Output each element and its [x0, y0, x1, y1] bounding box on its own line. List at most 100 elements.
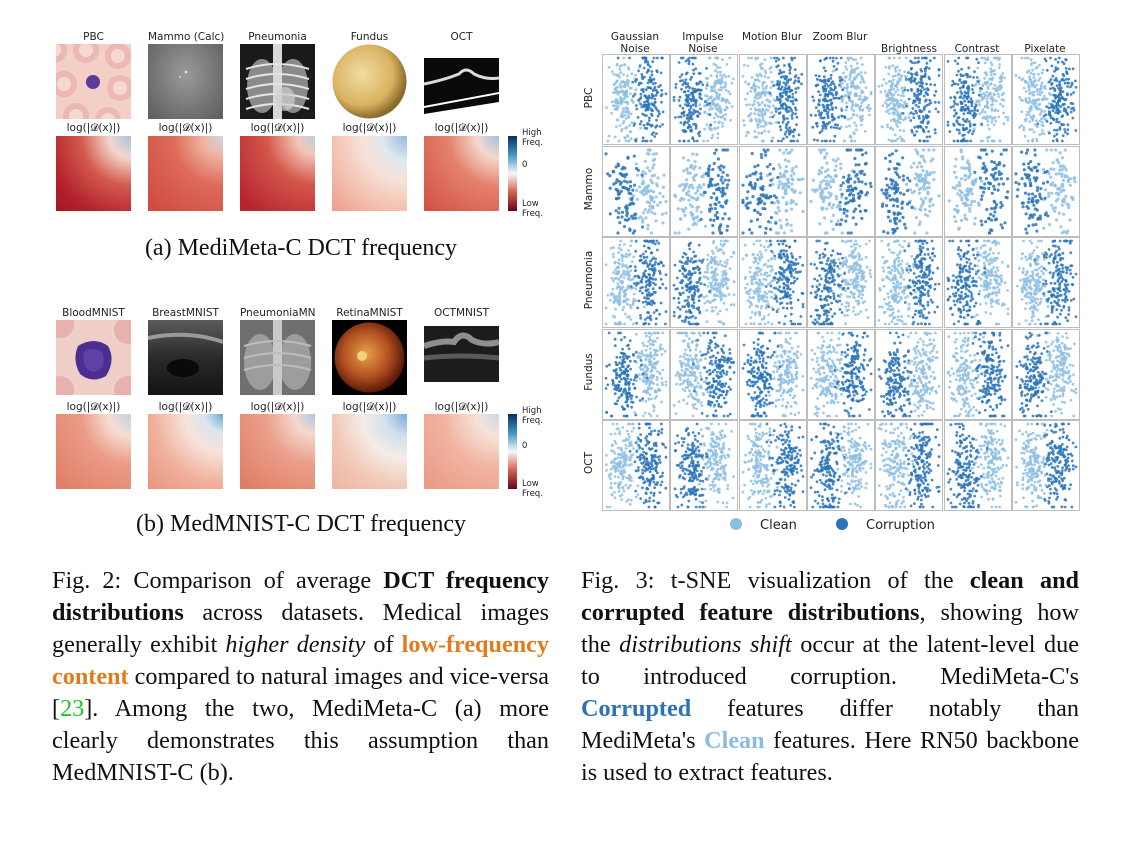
fig2a-label-1: Mammo (Calc)	[148, 31, 225, 43]
pneumonia-dct-heatmap	[240, 136, 315, 211]
fig3-caption-mid1: , showing how the	[581, 599, 1079, 658]
fig3-caption-corrupted: Corrupted	[581, 695, 692, 722]
tsne-cell-0-3	[806, 54, 875, 145]
fig2b-label-1: BreastMNIST	[152, 307, 219, 319]
mammo-thumbnail	[148, 44, 223, 119]
fig2a-freq-label-4: log(|𝓓(x)|)	[434, 122, 489, 134]
fig2a-freq-label-3: log(|𝓓(x)|)	[342, 122, 397, 134]
tsne-cell-1-1	[670, 145, 739, 237]
tsne-cell-0-1	[670, 54, 739, 145]
fig2a-colorbar	[508, 136, 517, 211]
fig2-caption-suffix: ]. Among the two, MediMeta-C (a) more cl…	[52, 695, 549, 786]
mammo-dct-heatmap	[148, 136, 223, 211]
tsne-cell-1-5	[943, 145, 1012, 237]
fig3-row-label-4: OCT	[583, 452, 595, 475]
tsne-cell-4-4	[875, 420, 944, 511]
fig3-row-label-0: PBC	[583, 87, 595, 109]
tsne-cell-2-4	[875, 237, 944, 328]
tsne-cell-3-0	[602, 328, 670, 420]
tsne-cell-3-4	[875, 328, 944, 420]
fig2a-colorbar-zero: 0	[522, 160, 528, 170]
fig3-col-label-6: Pixelate	[1024, 43, 1066, 55]
tsne-cell-1-0	[602, 145, 670, 237]
fig2-caption-citation-link[interactable]: 23	[60, 695, 85, 722]
tsne-cell-4-1	[670, 420, 739, 511]
fundus-thumbnail	[332, 44, 407, 119]
fig2b-label-4: OCTMNIST	[433, 307, 490, 319]
tsne-cell-0-5	[943, 54, 1012, 145]
fig3-caption-italic: distributions shift	[619, 631, 792, 658]
fig2b-colorbar-low: Low Freq.	[522, 479, 543, 499]
pbc-dct-heatmap	[56, 136, 131, 211]
fig3-caption-bold: clean and corrupted feature distribution…	[581, 567, 1079, 626]
tsne-cell-3-2	[738, 328, 807, 420]
tsne-cell-4-0	[602, 420, 670, 511]
fig2a-colorbar-low: Low Freq.	[522, 199, 543, 219]
tsne-cell-0-6	[1011, 54, 1080, 145]
fig2b-label-2: PneumoniaMN	[240, 307, 316, 319]
fig2b-freq-label-1: log(|𝓓(x)|)	[158, 401, 213, 413]
pneumoniamnist-thumbnail	[240, 320, 315, 395]
fig2a-label-2: Pneumonia	[248, 31, 307, 43]
fig2b-subcaption: (b) MedMNIST-C DCT frequency	[136, 511, 466, 537]
retinamnist-thumbnail	[332, 320, 407, 395]
breastmnist-thumbnail	[148, 320, 223, 395]
bloodmnist-dct-heatmap	[56, 414, 131, 489]
legend-clean-marker	[730, 518, 742, 530]
fig2b-colorbar	[508, 414, 517, 489]
fig2a-label-0: PBC	[83, 31, 104, 43]
fig2b-label-3: RetinaMNIST	[336, 307, 403, 319]
fig3-caption-mid2: occur at the latent-level due to introdu…	[581, 631, 1079, 690]
fig3-col-label-2: Motion Blur	[741, 31, 803, 43]
fig3-caption: Fig. 3: t-SNE visualization of the clean…	[581, 565, 1079, 789]
legend-corruption-marker	[836, 518, 848, 530]
tsne-cell-1-3	[806, 145, 875, 237]
retinamnist-dct-heatmap	[332, 414, 407, 489]
fig2b-colorbar-zero: 0	[522, 441, 528, 451]
fig3-col-label-5: Contrast	[954, 43, 1000, 55]
tsne-cell-3-5	[943, 328, 1012, 420]
pneumonia-thumbnail	[240, 44, 315, 119]
fig2b-freq-label-0: log(|𝓓(x)|)	[66, 401, 121, 413]
fig2-caption: Fig. 2: Comparison of average DCT freque…	[52, 565, 549, 789]
tsne-cell-3-1	[670, 328, 739, 420]
fig2b-freq-label-2: log(|𝓓(x)|)	[250, 401, 305, 413]
fig3-caption-clean: Clean	[704, 727, 765, 754]
fig2-caption-mid2: of	[365, 631, 402, 658]
tsne-cell-1-4	[875, 145, 944, 237]
fig3-row-label-3: Fundus	[583, 353, 595, 391]
pbc-thumbnail	[56, 44, 131, 119]
fig2-caption-mid1: across datasets. Medical images generall…	[52, 599, 549, 658]
fig2a-label-3: Fundus	[350, 31, 389, 43]
tsne-cell-1-2	[738, 145, 807, 237]
fig3-col-label-3: Zoom Blur	[812, 31, 868, 43]
tsne-cell-2-2	[738, 237, 807, 328]
fig2a-label-4: OCT	[450, 31, 473, 43]
fig2b-colorbar-high: High Freq.	[522, 406, 543, 426]
tsne-cell-1-6	[1011, 145, 1080, 237]
fig3-caption-suffix: features. Here RN50 backbone is used to …	[581, 727, 1080, 786]
fig2a-freq-label-1: log(|𝓓(x)|)	[158, 122, 213, 134]
fig3-row-label-2: Pneumonia	[583, 250, 595, 310]
breastmnist-dct-heatmap	[148, 414, 223, 489]
fig2-caption-prefix: Fig. 2: Comparison of average	[52, 567, 384, 594]
tsne-cell-2-0	[602, 237, 670, 328]
tsne-cell-2-5	[943, 237, 1012, 328]
fig2b-label-0: BloodMNIST	[62, 307, 125, 319]
fig3-row-label-1: Mammo	[583, 167, 595, 211]
tsne-cell-4-3	[806, 420, 875, 511]
fig3-col-label-1: Impulse Noise	[682, 31, 724, 55]
tsne-cell-4-5	[943, 420, 1012, 511]
fig3-col-label-4: Brightness	[881, 43, 937, 55]
tsne-cell-4-6	[1011, 420, 1080, 511]
fundus-dct-heatmap	[332, 136, 407, 211]
fig2-caption-bold: DCT frequency distributions	[52, 567, 549, 626]
fig2-caption-italic: higher density	[225, 631, 366, 658]
octmnist-dct-heatmap	[424, 414, 499, 489]
octmnist-thumbnail	[424, 320, 499, 395]
fig2-caption-mid3: compared to natural images and vice-vers…	[52, 663, 549, 722]
tsne-cell-2-1	[670, 237, 739, 328]
tsne-cell-4-2	[738, 420, 807, 511]
tsne-cell-0-4	[875, 54, 944, 145]
tsne-cell-2-3	[806, 237, 875, 328]
